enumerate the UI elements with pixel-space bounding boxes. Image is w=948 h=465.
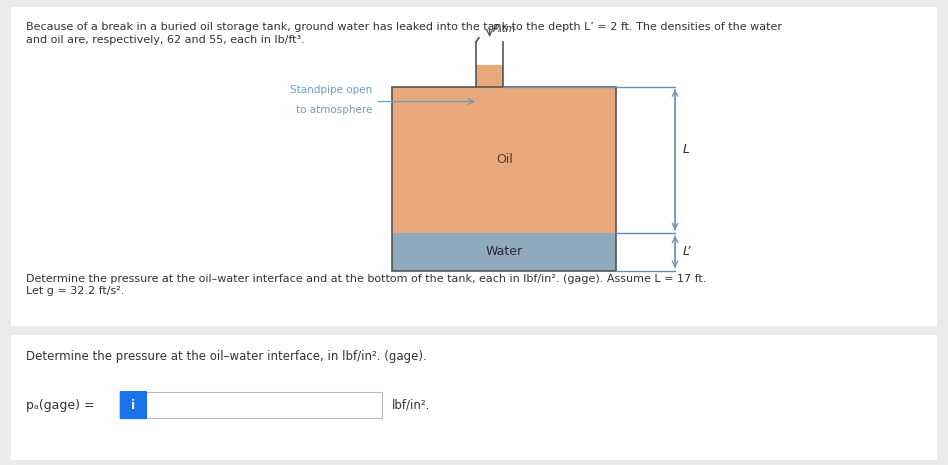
Text: pₐ(gage) =: pₐ(gage) = [26,399,95,412]
FancyBboxPatch shape [9,333,939,462]
Bar [392,86,616,271]
FancyBboxPatch shape [9,5,939,327]
Bar [146,392,382,418]
Text: Oil: Oil [496,153,513,166]
Bar [392,233,616,271]
FancyBboxPatch shape [119,391,147,419]
Bar [476,42,503,65]
Text: Determine the pressure at the oil–water interface and at the bottom of the tank,: Determine the pressure at the oil–water … [26,274,706,284]
Bar [476,65,503,86]
Text: i: i [132,399,136,412]
Text: L: L [683,143,690,156]
Text: Determine the pressure at the oil–water interface, in lbf/in². (gage).: Determine the pressure at the oil–water … [26,350,427,363]
Text: Let g = 32.2 ft/s².: Let g = 32.2 ft/s². [26,286,124,296]
Bar [392,86,616,233]
Text: Because of a break in a buried oil storage tank, ground water has leaked into th: Because of a break in a buried oil stora… [26,22,782,32]
Text: lbf/in².: lbf/in². [392,399,430,412]
Text: to atmosphere: to atmosphere [296,105,373,114]
Text: Pₐtm: Pₐtm [493,24,516,34]
Text: L’: L’ [683,246,692,259]
Text: Water: Water [485,246,522,259]
Text: and oil are, respectively, 62 and 55, each in lb/ft³.: and oil are, respectively, 62 and 55, ea… [26,35,304,45]
Text: Standpipe open: Standpipe open [290,85,373,94]
